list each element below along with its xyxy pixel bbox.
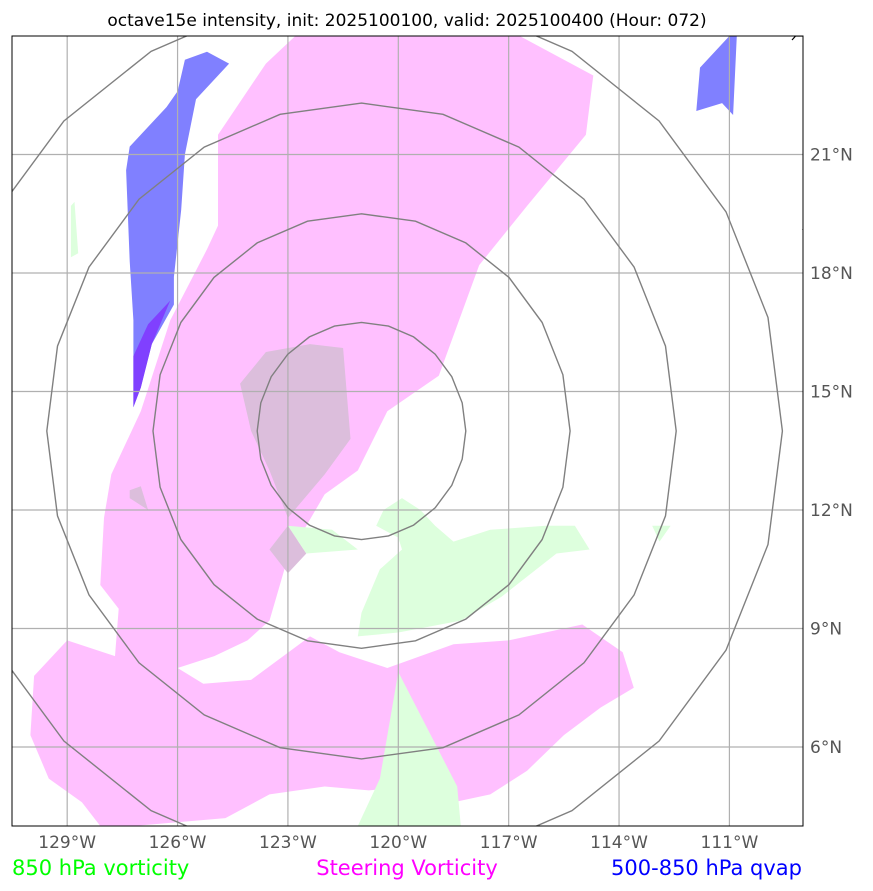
chart-title: octave15e intensity, init: 2025100100, v… xyxy=(107,11,706,31)
vorticity-850-region xyxy=(652,525,671,542)
steering-overlap-shading xyxy=(240,344,351,518)
vorticity-850-region xyxy=(357,498,590,637)
legend-850-vorticity: 850 hPa vorticity xyxy=(12,856,189,880)
vorticity-850-region xyxy=(357,672,461,826)
y-tick-label: 18°N xyxy=(810,264,853,284)
y-tick-label: 12°N xyxy=(810,501,853,521)
range-rings xyxy=(12,36,784,826)
range-ring xyxy=(12,36,784,826)
coastline-segment xyxy=(791,36,803,41)
y-tick-label: 9°N xyxy=(810,620,842,640)
vorticity-850-region xyxy=(287,525,358,554)
qvap-steering-overlap xyxy=(133,300,171,408)
qvap-region xyxy=(696,36,737,115)
range-ring xyxy=(46,102,677,760)
x-tick-label: 126°W xyxy=(149,833,207,853)
x-tick-label: 117°W xyxy=(480,833,538,853)
range-ring xyxy=(152,213,571,650)
coastline-segment xyxy=(802,228,803,231)
coastline xyxy=(791,36,803,231)
steering-overlap-shading xyxy=(129,486,149,510)
legend-steering-vorticity: Steering Vorticity xyxy=(316,856,498,880)
y-tick-label: 21°N xyxy=(810,146,853,166)
y-tick-label: 6°N xyxy=(810,738,842,758)
x-tick-label: 114°W xyxy=(590,833,648,853)
vorticity-850-region xyxy=(70,201,79,258)
plot-frame xyxy=(11,35,804,827)
x-tick-label: 123°W xyxy=(259,833,317,853)
legend-qvap: 500-850 hPa qvap xyxy=(611,856,802,880)
range-ring xyxy=(256,321,467,541)
x-tick-label: 120°W xyxy=(369,833,427,853)
x-tick-label: 111°W xyxy=(701,833,759,853)
y-tick-label: 15°N xyxy=(810,383,853,403)
x-tick-label: 129°W xyxy=(38,833,96,853)
axis-tick-labels: 129°W 126°W 123°W 120°W 117°W 114°W 111°W 6°N 9°… xyxy=(38,146,853,854)
